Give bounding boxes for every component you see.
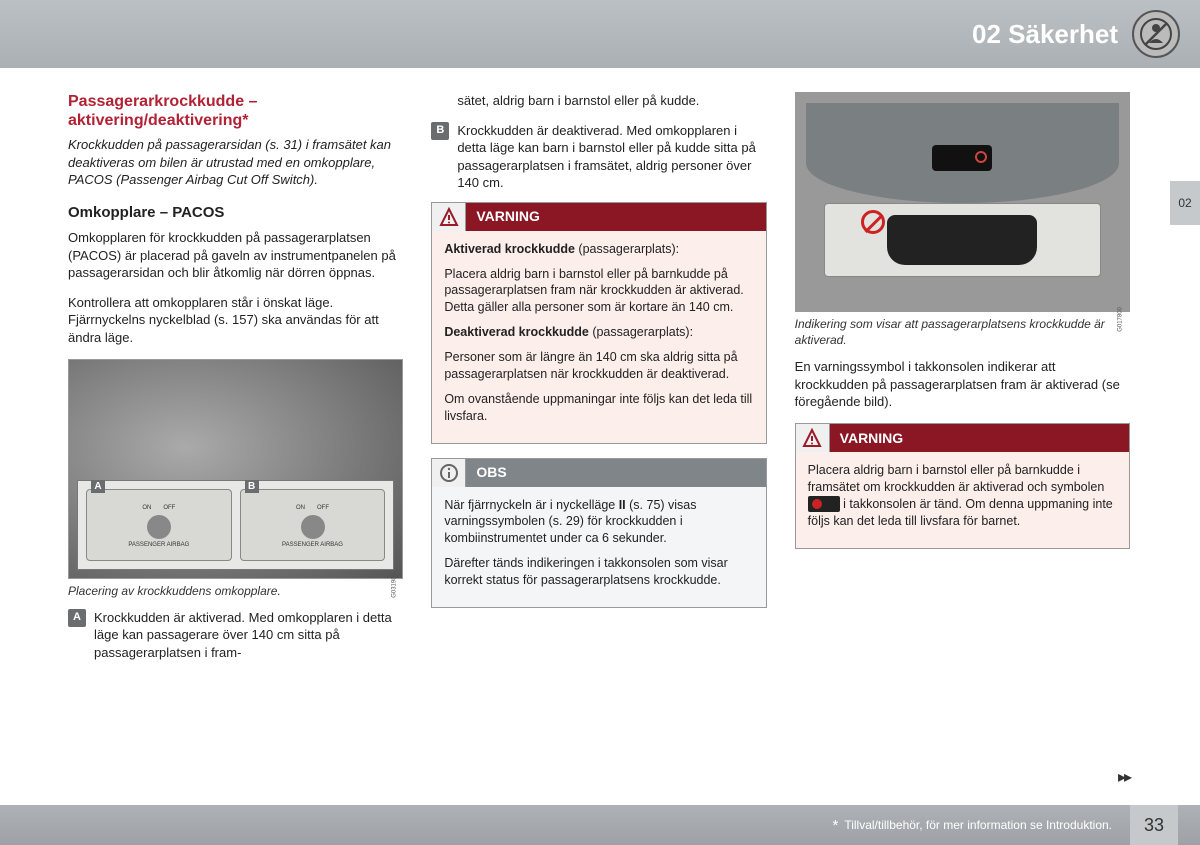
continuation-text: sätet, aldrig barn i barnstol eller på k… bbox=[457, 92, 766, 110]
list-item: B Krockkudden är deaktiverad. Med omkopp… bbox=[431, 122, 766, 192]
chapter-header: 02 Säkerhet bbox=[0, 0, 1200, 68]
column-3: G017800 Indikering som visar att passage… bbox=[795, 92, 1130, 671]
content-area: Passagerarkrockkudde – aktivering/deakti… bbox=[68, 92, 1130, 671]
dial-icon bbox=[147, 515, 171, 539]
switch-b: B ONOFF PASSENGER AIRBAG bbox=[240, 489, 386, 561]
switch-label-b: B bbox=[245, 480, 259, 494]
bullet-badge: B bbox=[431, 122, 449, 140]
switch-label-a: A bbox=[91, 480, 105, 494]
warning-body: Placera aldrig barn i barnstol eller på … bbox=[796, 452, 1129, 548]
intro-text: Krockkudden på passagerarsidan (s. 31) i… bbox=[68, 136, 403, 189]
warning-icon bbox=[796, 424, 830, 452]
prohibit-icon bbox=[861, 210, 885, 234]
bullet-badge: A bbox=[68, 609, 86, 627]
page-footer: * Tillval/tillbehör, för mer information… bbox=[0, 805, 1200, 845]
warning-callout: VARNING Placera aldrig barn i barnstol e… bbox=[795, 423, 1130, 549]
figure-code: G017800 bbox=[1117, 307, 1125, 332]
footer-note: Tillval/tillbehör, för mer information s… bbox=[844, 818, 1112, 832]
warning-body: Aktiverad krockkudde (passagerarplats): … bbox=[432, 231, 765, 443]
section-title: Passagerarkrockkudde – aktivering/deakti… bbox=[68, 92, 403, 130]
roof-console-illustration bbox=[806, 103, 1119, 203]
chapter-title: 02 Säkerhet bbox=[972, 19, 1118, 50]
column-1: Passagerarkrockkudde – aktivering/deakti… bbox=[68, 92, 403, 671]
display-icon bbox=[887, 215, 1037, 265]
obs-body: När fjärrnyckeln är i nyckelläge II (s. … bbox=[432, 487, 765, 607]
warning-icon bbox=[432, 203, 466, 231]
figure-caption: Placering av krockkuddens omkopplare. bbox=[68, 583, 403, 599]
warning-title: VARNING bbox=[830, 424, 1129, 452]
bullet-text: Krockkudden är deaktiverad. Med omkoppla… bbox=[457, 122, 766, 192]
warning-title: VARNING bbox=[466, 203, 765, 231]
figure-caption: Indikering som visar att passagerarplats… bbox=[795, 316, 1130, 348]
bullet-text: Krockkudden är aktiverad. Med omkopplare… bbox=[94, 609, 403, 662]
airbag-indicator-icon bbox=[975, 151, 987, 163]
dial-icon bbox=[301, 515, 325, 539]
seatbelt-prohibit-icon bbox=[1132, 10, 1180, 58]
paragraph: Kontrollera att omkopplaren står i önska… bbox=[68, 294, 403, 347]
airbag-on-indicator-icon bbox=[808, 496, 840, 512]
side-tab: 02 bbox=[1170, 181, 1200, 225]
figure-code: G031983 bbox=[390, 574, 398, 599]
page-number: 33 bbox=[1130, 805, 1178, 845]
continue-icon: ▸▸ bbox=[1118, 767, 1130, 787]
list-item: A Krockkudden är aktiverad. Med omkoppla… bbox=[68, 609, 403, 662]
warning-callout: VARNING Aktiverad krockkudde (passagerar… bbox=[431, 202, 766, 444]
paragraph: En varningssymbol i takkonsolen indikera… bbox=[795, 358, 1130, 411]
figure-switch: A ONOFF PASSENGER AIRBAG B ONOFF PASSENG… bbox=[68, 359, 403, 579]
figure-console: G017800 bbox=[795, 92, 1130, 312]
switch-panel: A ONOFF PASSENGER AIRBAG B ONOFF PASSENG… bbox=[77, 480, 394, 570]
obs-callout: OBS När fjärrnyckeln är i nyckelläge II … bbox=[431, 458, 766, 608]
obs-title: OBS bbox=[466, 459, 765, 487]
paragraph: Omkopplaren för krockkudden på passagera… bbox=[68, 229, 403, 282]
inset-panel bbox=[824, 203, 1101, 277]
info-icon bbox=[432, 459, 466, 487]
switch-a: A ONOFF PASSENGER AIRBAG bbox=[86, 489, 232, 561]
column-2: sätet, aldrig barn i barnstol eller på k… bbox=[431, 92, 766, 671]
asterisk-icon: * bbox=[832, 817, 838, 834]
sub-heading: Omkopplare – PACOS bbox=[68, 203, 403, 223]
